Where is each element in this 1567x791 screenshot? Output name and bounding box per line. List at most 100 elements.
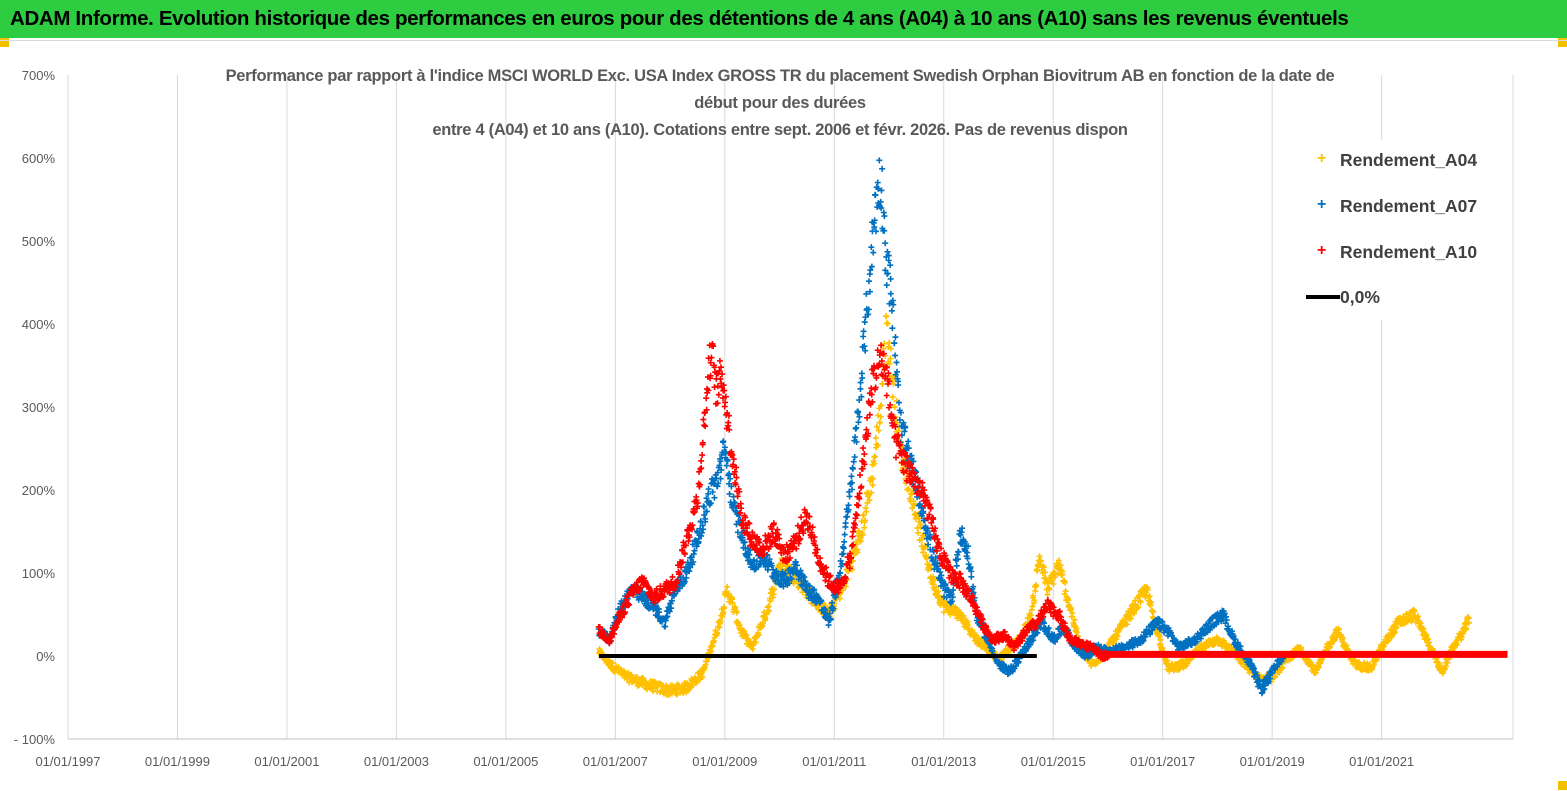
data-point	[1392, 629, 1399, 636]
data-point	[961, 538, 968, 545]
data-point	[703, 395, 710, 402]
data-point	[702, 423, 709, 430]
data-point	[788, 575, 795, 582]
data-point	[770, 566, 777, 573]
data-point	[879, 165, 886, 172]
data-point	[856, 397, 863, 404]
data-point	[1454, 641, 1461, 648]
data-point	[699, 674, 706, 681]
data-point	[873, 423, 880, 430]
data-point	[865, 306, 872, 313]
data-point	[673, 691, 680, 698]
data-point	[700, 416, 707, 423]
data-point	[837, 570, 844, 577]
legend-label-a04: Rendement_A04	[1340, 149, 1478, 170]
data-point	[892, 352, 899, 359]
data-point	[1458, 634, 1465, 641]
data-point	[905, 445, 912, 452]
data-point	[1442, 662, 1449, 669]
data-point	[745, 551, 752, 558]
data-point	[845, 506, 852, 513]
data-point	[771, 586, 778, 593]
data-point	[1444, 659, 1451, 666]
data-point	[839, 543, 846, 550]
data-point	[786, 580, 793, 587]
data-point	[931, 576, 938, 583]
legend-item-zero: 0,0%	[1300, 285, 1380, 309]
data-point	[927, 534, 934, 541]
data-point	[827, 615, 834, 622]
data-point	[908, 490, 915, 497]
data-point	[895, 382, 902, 389]
data-point	[707, 500, 714, 507]
data-point	[683, 574, 690, 581]
data-point	[846, 493, 853, 500]
data-point	[714, 630, 721, 637]
data-point	[968, 568, 975, 575]
data-point	[905, 486, 912, 493]
data-point	[764, 552, 771, 559]
data-point	[781, 571, 788, 578]
data-point	[887, 262, 894, 269]
data-point	[889, 325, 896, 332]
data-point	[881, 340, 888, 347]
data-point	[716, 462, 723, 469]
data-point	[878, 402, 885, 409]
data-point	[1038, 557, 1045, 564]
data-point	[1150, 608, 1157, 615]
data-point	[1124, 621, 1131, 628]
data-point	[717, 458, 724, 465]
data-point	[1073, 629, 1080, 636]
data-point	[720, 438, 727, 445]
data-point	[954, 556, 961, 563]
y-tick-label: - 100%	[14, 732, 56, 747]
data-point	[878, 205, 885, 212]
y-tick-label: 0%	[36, 649, 55, 664]
data-point	[876, 157, 883, 164]
legend-item-a07: + Rendement_A07	[1300, 194, 1477, 218]
data-point	[724, 457, 731, 464]
data-point	[716, 357, 723, 364]
data-point	[1147, 630, 1154, 637]
data-point	[861, 524, 868, 531]
y-tick-label: 100%	[22, 566, 56, 581]
data-point	[854, 549, 861, 556]
data-point	[728, 483, 735, 490]
data-point	[729, 599, 736, 606]
data-point	[1335, 625, 1342, 632]
data-point	[892, 334, 899, 341]
data-point	[891, 340, 898, 347]
data-point	[841, 538, 848, 545]
data-point	[664, 613, 671, 620]
data-point	[1135, 604, 1142, 611]
data-point	[857, 538, 864, 545]
data-point	[1052, 571, 1059, 578]
legend-item-a04: + Rendement_A04	[1300, 148, 1477, 172]
data-point	[701, 503, 708, 510]
data-point	[930, 573, 937, 580]
data-point	[841, 531, 848, 538]
data-point	[935, 565, 942, 572]
data-point	[792, 566, 799, 573]
data-point	[868, 489, 875, 496]
data-point	[797, 567, 804, 574]
x-tick-label: 01/01/2021	[1349, 754, 1414, 769]
data-point	[942, 581, 949, 588]
data-point	[668, 597, 675, 604]
data-point	[1055, 557, 1062, 564]
data-point	[724, 583, 731, 590]
data-point	[826, 610, 833, 617]
data-point	[932, 554, 939, 561]
series-rendement_a10	[595, 340, 1112, 662]
data-point	[883, 282, 890, 289]
data-point	[875, 185, 882, 192]
data-point	[866, 288, 873, 295]
series-rendement_a04	[596, 313, 1472, 698]
data-point	[842, 583, 849, 590]
data-point	[858, 393, 865, 400]
data-point	[965, 543, 972, 550]
data-point	[743, 632, 750, 639]
data-point	[964, 549, 971, 556]
data-point	[609, 660, 616, 667]
x-tick-label: 01/01/2017	[1130, 754, 1195, 769]
